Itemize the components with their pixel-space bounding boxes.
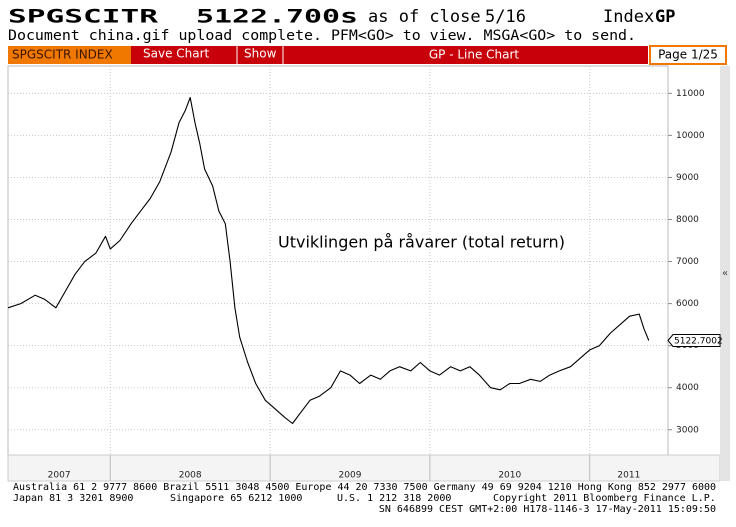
x-tick-label: 2008 bbox=[179, 471, 202, 481]
y-tick-label: 8000 bbox=[676, 215, 699, 225]
function: GP bbox=[655, 7, 675, 27]
annotation: Utviklingen på råvarer (total return) bbox=[278, 233, 565, 252]
y-tick-label: 7000 bbox=[676, 257, 699, 267]
page-indicator: Page 1/25 bbox=[658, 48, 718, 62]
toolbar-title: GP - Line Chart bbox=[429, 48, 520, 62]
x-tick-label: 2010 bbox=[498, 471, 521, 481]
x-tick-label: 2009 bbox=[339, 471, 362, 481]
footer-contact: Singapore 65 6212 1000 bbox=[170, 493, 302, 504]
x-tick-label: 2011 bbox=[617, 471, 640, 481]
y-tick-label: 3000 bbox=[676, 425, 699, 435]
as-of: as of close bbox=[368, 7, 481, 27]
security-label: SPGSCITR INDEX bbox=[12, 48, 113, 62]
side-panel bbox=[720, 66, 730, 481]
last-price-label: 5122.7002 bbox=[674, 336, 723, 346]
price: 5122.700s bbox=[196, 6, 358, 28]
ticker: SPGSCITR bbox=[8, 6, 159, 28]
security-tab[interactable] bbox=[8, 46, 131, 64]
date: 5/16 bbox=[485, 7, 526, 27]
y-tick-label: 6000 bbox=[676, 299, 699, 309]
x-axis-band bbox=[7, 454, 721, 482]
x-tick-label: 2007 bbox=[48, 471, 71, 481]
y-tick-label: 10000 bbox=[676, 131, 705, 141]
save-chart-button[interactable]: Save Chart bbox=[143, 47, 210, 61]
message: Document china.gif upload complete. PFM<… bbox=[8, 28, 636, 44]
plot-area bbox=[7, 65, 669, 456]
footer-contacts: Australia 61 2 9777 8600 Brazil 5511 304… bbox=[13, 482, 716, 493]
y-tick-label: 11000 bbox=[676, 89, 705, 99]
toolbar bbox=[8, 46, 648, 64]
footer-contact: Japan 81 3 3201 8900 bbox=[13, 493, 133, 504]
last-price-tag bbox=[667, 333, 721, 347]
footer-session: SN 646899 CEST GMT+2:00 H178-1146-3 17-M… bbox=[379, 504, 716, 515]
footer-copyright: Copyright 2011 Bloomberg Finance L.P. bbox=[493, 493, 716, 504]
show-button[interactable]: Show bbox=[244, 47, 277, 61]
y-tick-label: 4000 bbox=[676, 383, 699, 393]
page-box[interactable] bbox=[649, 45, 727, 65]
collapse-arrow[interactable]: « bbox=[722, 268, 728, 279]
price-line bbox=[7, 96, 650, 425]
footer-contact: U.S. 1 212 318 2000 bbox=[337, 493, 451, 504]
market: Index bbox=[603, 7, 654, 27]
y-tick-label: 9000 bbox=[676, 173, 699, 183]
